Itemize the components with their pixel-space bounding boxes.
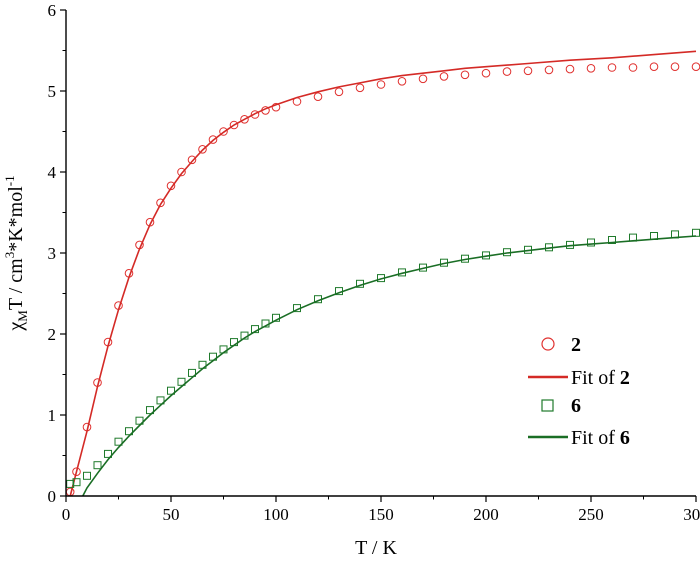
data-point-2 <box>219 127 228 136</box>
legend-marker-circle <box>541 337 555 351</box>
x-tick-label: 200 <box>473 505 499 524</box>
data-point-2 <box>439 72 449 81</box>
data-point-2 <box>250 110 260 119</box>
data-point-6 <box>114 437 123 446</box>
data-point-6 <box>146 406 154 415</box>
legend-label-fit-2: Fit of 2 <box>571 367 630 389</box>
data-point-2 <box>565 64 575 74</box>
y-tick-label: 3 <box>48 244 57 263</box>
series-line-fit-of-2 <box>69 50 697 497</box>
data-point-2 <box>198 145 207 154</box>
data-point-2 <box>240 115 249 124</box>
x-tick-label: 100 <box>263 505 289 524</box>
data-point-2 <box>523 66 533 76</box>
data-point-6 <box>93 461 102 470</box>
x-axis-title: T / K <box>355 537 397 559</box>
legend-label-6: 6 <box>571 395 581 417</box>
legend-item-fit-6: Fit of 6 <box>528 427 630 449</box>
series-line-fit-of-6 <box>82 235 697 497</box>
x-tick-label: 150 <box>368 505 394 524</box>
y-axis-title-subscript: M <box>15 310 30 322</box>
legend-label-2: 2 <box>571 334 581 356</box>
data-point-2 <box>177 167 186 177</box>
y-tick-label: 5 <box>48 82 57 101</box>
data-point-6 <box>83 471 91 480</box>
data-point-6 <box>167 386 175 395</box>
data-point-2 <box>72 467 81 477</box>
data-point-6 <box>188 368 196 377</box>
data-point-2 <box>397 77 407 86</box>
y-axis-title-chi: χ <box>5 322 27 332</box>
data-point-2 <box>376 80 386 89</box>
y-axis-title: χMT / cm3*K*mol-1 <box>2 175 30 331</box>
data-point-2 <box>418 74 428 84</box>
data-point-6 <box>72 478 81 487</box>
y-axis-title-sup3: 3 <box>2 252 17 259</box>
data-point-2 <box>229 120 239 130</box>
data-point-2 <box>460 70 470 80</box>
data-point-2 <box>355 83 365 93</box>
data-point-2 <box>481 68 491 78</box>
y-tick-label: 4 <box>48 163 57 182</box>
data-point-6 <box>608 236 616 244</box>
data-point-2 <box>544 65 554 75</box>
legend: 2 Fit of 2 6 Fit of 6 <box>528 334 630 449</box>
data-point-6 <box>156 396 165 405</box>
x-tick-label: 300 <box>683 505 700 524</box>
y-tick-label: 2 <box>48 325 57 344</box>
data-point-6 <box>104 449 112 458</box>
data-point-2 <box>691 62 700 71</box>
data-point-2 <box>313 92 323 101</box>
data-point-2 <box>586 64 596 73</box>
data-point-2 <box>156 198 165 208</box>
legend-item-fit-2: Fit of 2 <box>528 367 630 389</box>
x-tick-label: 250 <box>578 505 604 524</box>
data-point-2 <box>670 62 680 71</box>
data-point-2 <box>628 63 638 72</box>
data-point-2 <box>502 67 512 76</box>
data-point-6 <box>135 416 144 425</box>
ticks-layer: 0 50 100 150 200 250 300 0 1 2 3 4 5 6 <box>48 1 700 524</box>
data-point-6 <box>125 427 133 436</box>
legend-marker-square <box>541 399 554 412</box>
data-point-2 <box>607 63 617 72</box>
y-tick-label: 1 <box>48 406 57 425</box>
data-point-2 <box>208 135 218 144</box>
y-tick-label: 6 <box>48 1 57 20</box>
data-point-2 <box>649 62 659 71</box>
data-point-2 <box>271 102 281 112</box>
y-axis-title-mid: T / cm <box>5 258 27 310</box>
axes-layer <box>65 10 696 497</box>
legend-label-fit-6: Fit of 6 <box>571 427 630 449</box>
y-axis-title-supneg: -1 <box>2 175 17 186</box>
y-axis-title-units: *K*mol <box>5 186 27 252</box>
x-tick-label: 50 <box>163 505 180 524</box>
x-tick-label: 0 <box>62 505 71 524</box>
legend-item-2: 2 <box>541 334 581 356</box>
data-point-6 <box>177 377 186 386</box>
data-point-6 <box>587 238 595 247</box>
y-tick-label: 0 <box>48 487 57 506</box>
data-point-2 <box>187 155 197 165</box>
series-layer <box>65 50 700 497</box>
legend-item-6: 6 <box>541 395 581 417</box>
data-point-6 <box>692 228 700 237</box>
data-point-2 <box>334 87 344 97</box>
